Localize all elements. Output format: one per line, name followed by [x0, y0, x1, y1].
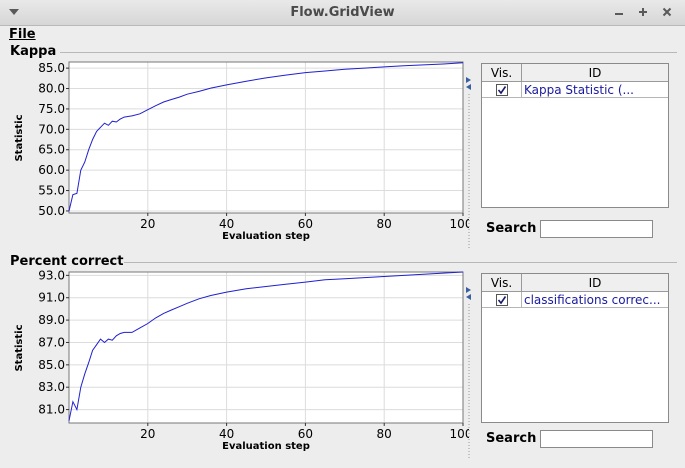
- window-menu-icon[interactable]: [8, 6, 20, 18]
- window-titlebar[interactable]: Flow.GridView: [0, 0, 685, 26]
- y-axis-label: Statistic: [14, 114, 25, 161]
- search-label: Search: [486, 431, 537, 446]
- visibility-checkbox[interactable]: [496, 84, 508, 96]
- column-header-id[interactable]: ID: [522, 274, 668, 292]
- series-table: Vis. ID Kappa Statistic (...: [481, 63, 669, 208]
- y-tick-label: 85.0: [38, 61, 65, 75]
- y-tick-label: 80.0: [38, 82, 65, 96]
- x-tick-label: 20: [140, 217, 155, 231]
- y-tick-label: 55.0: [38, 184, 65, 198]
- x-tick-label: 80: [377, 427, 392, 441]
- y-tick-label: 75.0: [38, 102, 65, 116]
- table-row[interactable]: classifications correc...: [482, 292, 668, 308]
- percent-correct-series-line: [68, 271, 464, 421]
- column-header-vis[interactable]: Vis.: [482, 64, 522, 82]
- y-axis-ticks: 81.0 83.0 85.0 87.0 89.0 91.0 93.0: [38, 269, 69, 417]
- series-table: Vis. ID classifications correc...: [481, 273, 669, 423]
- y-tick-label: 65.0: [38, 143, 65, 157]
- column-header-vis[interactable]: Vis.: [482, 274, 522, 292]
- panel-title-percent-correct: Percent correct: [10, 254, 124, 269]
- x-tick-label: 40: [219, 427, 234, 441]
- minimize-icon[interactable]: [612, 5, 626, 19]
- search-input[interactable]: [540, 220, 653, 238]
- kappa-series-line: [68, 62, 464, 212]
- plot-background: [69, 272, 463, 423]
- splitter-handle[interactable]: [466, 270, 472, 458]
- x-axis-ticks: 20 40 60 80 100: [140, 213, 469, 231]
- y-tick-label: 70.0: [38, 122, 65, 136]
- series-id: Kappa Statistic (...: [524, 83, 634, 97]
- column-header-id[interactable]: ID: [522, 64, 668, 82]
- y-tick-label: 91.0: [38, 291, 65, 305]
- visibility-checkbox[interactable]: [496, 294, 508, 306]
- panel-title-kappa: Kappa: [10, 44, 57, 59]
- chart-grid: [69, 272, 464, 423]
- y-tick-label: 85.0: [38, 358, 65, 372]
- y-tick-label: 81.0: [38, 403, 65, 417]
- window-title: Flow.GridView: [290, 5, 395, 20]
- panel-border: [60, 52, 677, 53]
- x-axis-ticks: 20 40 60 80 100: [140, 423, 469, 441]
- x-tick-label: 100: [450, 427, 469, 441]
- splitter-handle[interactable]: [466, 60, 472, 248]
- table-row[interactable]: Kappa Statistic (...: [482, 82, 668, 98]
- y-tick-label: 60.0: [38, 163, 65, 177]
- y-tick-label: 89.0: [38, 313, 65, 327]
- plot-area-border: [68, 271, 464, 424]
- percent-correct-chart: 81.0 83.0 85.0 87.0 89.0 91.0 93.0 20 40 60 80 100…: [14, 269, 469, 452]
- search-label: Search: [486, 221, 537, 236]
- y-tick-label: 83.0: [38, 380, 65, 394]
- series-id: classifications correc...: [524, 293, 661, 307]
- close-icon[interactable]: [660, 5, 674, 19]
- plot-area-border: [68, 61, 464, 214]
- x-tick-label: 60: [298, 217, 313, 231]
- x-tick-label: 60: [298, 427, 313, 441]
- vis-cell: [482, 82, 522, 98]
- menu-bar: File: [0, 26, 685, 44]
- panel-border: [124, 262, 677, 263]
- vis-cell: [482, 292, 522, 308]
- x-tick-label: 100: [450, 217, 469, 231]
- y-tick-label: 93.0: [38, 269, 65, 282]
- maximize-icon[interactable]: [636, 5, 650, 19]
- x-tick-label: 20: [140, 427, 155, 441]
- menu-file[interactable]: File: [9, 27, 36, 42]
- x-axis-label: Evaluation step: [222, 231, 310, 242]
- plot-background: [69, 62, 463, 213]
- y-tick-label: 50.0: [38, 204, 65, 218]
- y-axis-label: Statistic: [14, 324, 25, 371]
- x-axis-label: Evaluation step: [222, 441, 310, 452]
- y-tick-label: 87.0: [38, 335, 65, 349]
- x-tick-label: 80: [377, 217, 392, 231]
- kappa-chart: 50.0 55.0 60.0 65.0 70.0 75.0 80.0 85.0 20 40 60 8…: [14, 61, 469, 242]
- y-axis-ticks: 50.0 55.0 60.0 65.0 70.0 75.0 80.0 85.0: [38, 61, 69, 218]
- search-input[interactable]: [540, 430, 653, 448]
- chart-grid: [69, 62, 464, 213]
- x-tick-label: 40: [219, 217, 234, 231]
